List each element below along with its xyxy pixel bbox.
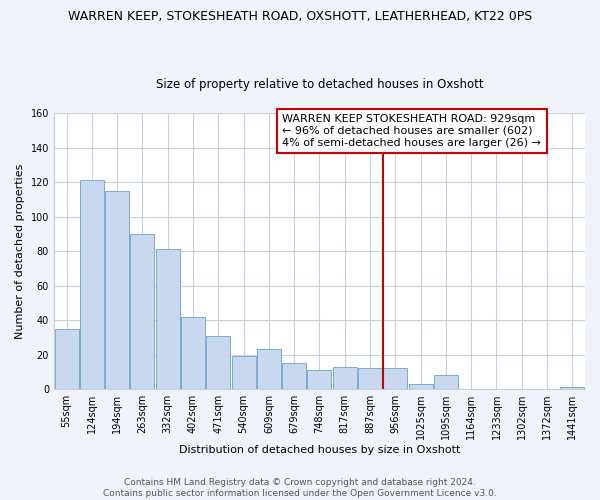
Bar	[156, 250, 180, 389]
Bar	[333, 366, 357, 389]
Bar	[232, 356, 256, 389]
Bar	[409, 384, 433, 389]
Bar	[383, 368, 407, 389]
Bar	[560, 388, 584, 389]
X-axis label: Distribution of detached houses by size in Oxshott: Distribution of detached houses by size …	[179, 445, 460, 455]
Text: WARREN KEEP STOKESHEATH ROAD: 929sqm
← 96% of detached houses are smaller (602)
: WARREN KEEP STOKESHEATH ROAD: 929sqm ← 9…	[282, 114, 541, 148]
Y-axis label: Number of detached properties: Number of detached properties	[15, 164, 25, 338]
Bar	[105, 190, 129, 389]
Bar	[282, 363, 306, 389]
Bar	[358, 368, 382, 389]
Bar	[55, 328, 79, 389]
Bar	[307, 370, 331, 389]
Bar	[206, 336, 230, 389]
Bar	[80, 180, 104, 389]
Bar	[434, 376, 458, 389]
Bar	[257, 350, 281, 389]
Bar	[130, 234, 154, 389]
Text: Contains HM Land Registry data © Crown copyright and database right 2024.
Contai: Contains HM Land Registry data © Crown c…	[103, 478, 497, 498]
Title: Size of property relative to detached houses in Oxshott: Size of property relative to detached ho…	[155, 78, 483, 91]
Text: WARREN KEEP, STOKESHEATH ROAD, OXSHOTT, LEATHERHEAD, KT22 0PS: WARREN KEEP, STOKESHEATH ROAD, OXSHOTT, …	[68, 10, 532, 23]
Bar	[181, 316, 205, 389]
